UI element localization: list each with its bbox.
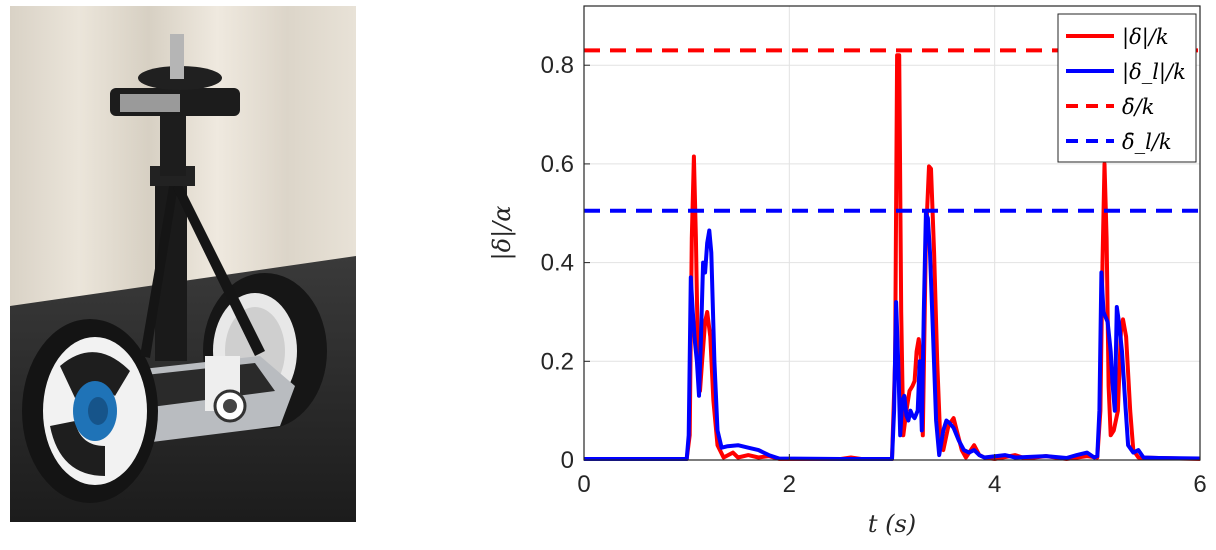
- legend-label: δ̄_l/k: [1122, 130, 1172, 154]
- legend: |δ|/k |δ_l|/k δ̄/k δ̄_l/k: [1057, 13, 1197, 163]
- segway-robot-photo: [10, 6, 356, 522]
- series-line-1: [584, 211, 1201, 461]
- chart: 0 2 4 6 0 0.2 0.4 0.6 0.8 t (s) |δ|/α |δ|/k |δ_l|…: [488, 5, 1207, 538]
- x-tick-label: 2: [783, 471, 796, 498]
- axis-ticks: 0 2 4 6 0 0.2 0.4 0.6 0.8: [541, 52, 1207, 498]
- y-tick-label: 0.2: [541, 348, 574, 375]
- x-tick-label: 0: [577, 471, 590, 498]
- y-axis-label: |δ|/α: [488, 206, 517, 261]
- y-tick-label: 0.6: [541, 151, 574, 178]
- x-axis-label: t (s): [868, 510, 916, 538]
- y-tick-label: 0: [561, 447, 574, 474]
- legend-label: |δ_l|/k: [1122, 60, 1186, 85]
- x-tick-label: 4: [988, 471, 1001, 498]
- series-line-0: [584, 53, 1201, 461]
- plot-lines: [584, 48, 1201, 461]
- axes-box: [583, 5, 1201, 461]
- x-tick-label: 6: [1193, 471, 1206, 498]
- y-tick-label: 0.4: [541, 250, 574, 277]
- y-tick-label: 0.8: [541, 52, 574, 79]
- legend-label: |δ|/k: [1122, 25, 1169, 50]
- legend-label: δ̄/k: [1122, 95, 1154, 119]
- legend-box: [1057, 13, 1197, 163]
